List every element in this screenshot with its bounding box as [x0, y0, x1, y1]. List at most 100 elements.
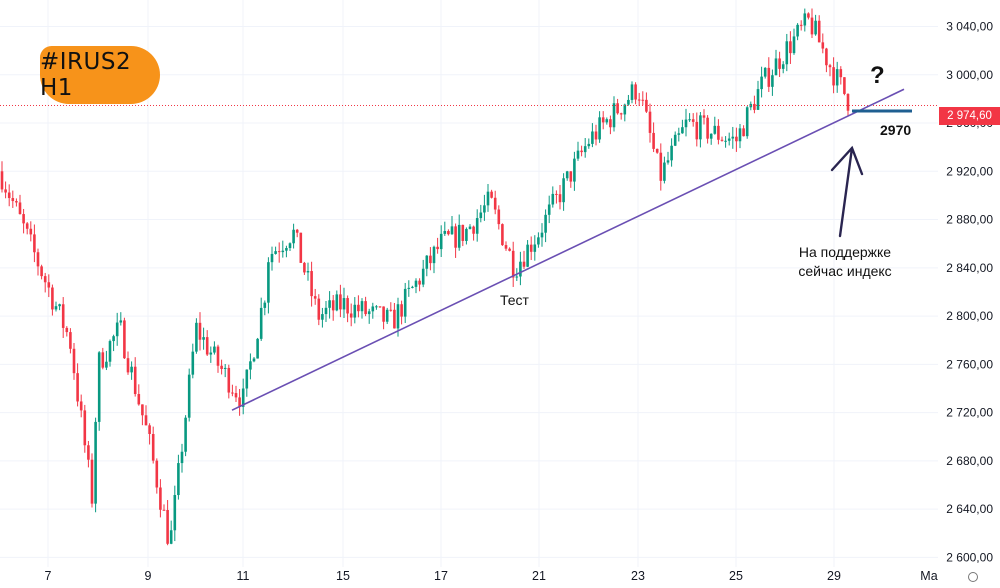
candle-body	[15, 201, 18, 203]
candle-body	[515, 276, 519, 278]
candle-body	[79, 401, 83, 411]
candle-body	[245, 369, 249, 389]
x-tick-label: 15	[336, 569, 350, 583]
x-tick-label: 17	[434, 569, 448, 583]
candle-body	[101, 352, 105, 368]
candle-body	[33, 234, 36, 253]
candle-body	[756, 89, 760, 110]
candle-body	[115, 322, 119, 337]
candle-body	[663, 162, 666, 181]
ticker-label: #IRUS2 H1	[40, 49, 132, 101]
candle-body	[490, 191, 493, 198]
y-tick-label: 2 600,00	[946, 550, 993, 564]
candle-body	[767, 67, 771, 87]
candle-body	[148, 425, 151, 434]
x-tick-label: 9	[145, 569, 152, 583]
candle-body	[209, 352, 213, 355]
candle-body	[141, 404, 144, 416]
candle-body	[547, 204, 551, 215]
candle-body	[558, 194, 562, 203]
candle-body	[393, 309, 396, 329]
candle-body	[652, 132, 655, 149]
candle-body	[187, 374, 191, 418]
candle-body	[144, 415, 148, 426]
candle-body	[436, 246, 439, 250]
y-tick-label: 3 000,00	[946, 68, 993, 82]
candle-body	[94, 421, 97, 504]
candle-body	[609, 119, 612, 128]
candle-body	[799, 24, 803, 26]
price-axis[interactable]: 3 040,003 000,002 960,002 920,002 880,00…	[946, 20, 993, 565]
candle-body	[313, 296, 317, 299]
time-axis[interactable]: 7 9 11 15 17 21 23 25 29 Ма	[45, 569, 938, 583]
candle-body	[817, 20, 821, 43]
candle-body	[587, 143, 591, 147]
candle-body	[576, 150, 580, 159]
y-tick-label: 2 920,00	[946, 164, 993, 178]
candle-body	[508, 248, 511, 251]
current-price-tag: 2 974,60	[939, 107, 1000, 125]
candle-body	[483, 205, 486, 213]
candle-body	[274, 251, 277, 254]
candle-body	[594, 131, 598, 140]
candle-body	[583, 146, 587, 153]
candle-body	[544, 214, 547, 233]
candle-body	[61, 304, 65, 328]
support-note: На поддержке сейчас индекс	[790, 243, 900, 281]
candle-body	[781, 64, 785, 69]
candle-body	[360, 301, 364, 312]
candle-body	[468, 226, 472, 229]
candle-body	[126, 358, 130, 373]
candle-body	[349, 313, 353, 318]
candle-body	[461, 224, 465, 241]
candle-body	[637, 99, 641, 101]
candle-body	[519, 261, 522, 277]
trend-line[interactable]	[231, 88, 905, 411]
candle-body	[569, 171, 573, 182]
candle-body	[173, 495, 177, 531]
candle-body	[796, 24, 799, 37]
candle-body	[501, 224, 504, 246]
candle-body	[634, 84, 637, 100]
candle-body	[69, 332, 72, 349]
candle-body	[231, 392, 234, 394]
candle-body	[580, 150, 583, 153]
candle-body	[331, 300, 335, 311]
candle-body	[666, 160, 670, 163]
candle-body	[90, 459, 94, 504]
candle-body	[504, 245, 508, 249]
candle-body	[18, 202, 22, 215]
candle-body	[839, 69, 843, 78]
candle-body	[526, 244, 529, 267]
candle-body	[713, 125, 717, 134]
candle-body	[375, 306, 378, 308]
candle-body	[551, 193, 555, 205]
candle-body	[151, 433, 155, 461]
candle-body	[724, 140, 727, 142]
candle-body	[169, 530, 173, 544]
candle-body	[29, 228, 33, 235]
ticker-badge: #IRUS2 H1	[40, 46, 160, 104]
candle-body	[270, 253, 274, 263]
candle-body	[234, 393, 238, 398]
candle-body	[709, 133, 713, 139]
candle-body	[821, 42, 825, 49]
y-tick-label: 2 640,00	[946, 502, 993, 516]
candle-body	[303, 262, 306, 273]
candle-body	[429, 255, 432, 264]
candle-body	[612, 103, 616, 128]
candle-body	[418, 280, 421, 285]
settings-icon[interactable]	[968, 572, 978, 582]
candle-body	[7, 192, 11, 199]
candle-body	[677, 133, 681, 135]
y-tick-label: 3 040,00	[946, 20, 993, 34]
candle-body	[396, 304, 400, 329]
candle-body	[601, 117, 605, 123]
candle-body	[357, 304, 360, 312]
candle-body	[479, 212, 483, 219]
candle-body	[648, 111, 652, 133]
candle-body	[241, 388, 245, 407]
candle-body	[47, 282, 51, 288]
candle-body	[256, 338, 259, 359]
